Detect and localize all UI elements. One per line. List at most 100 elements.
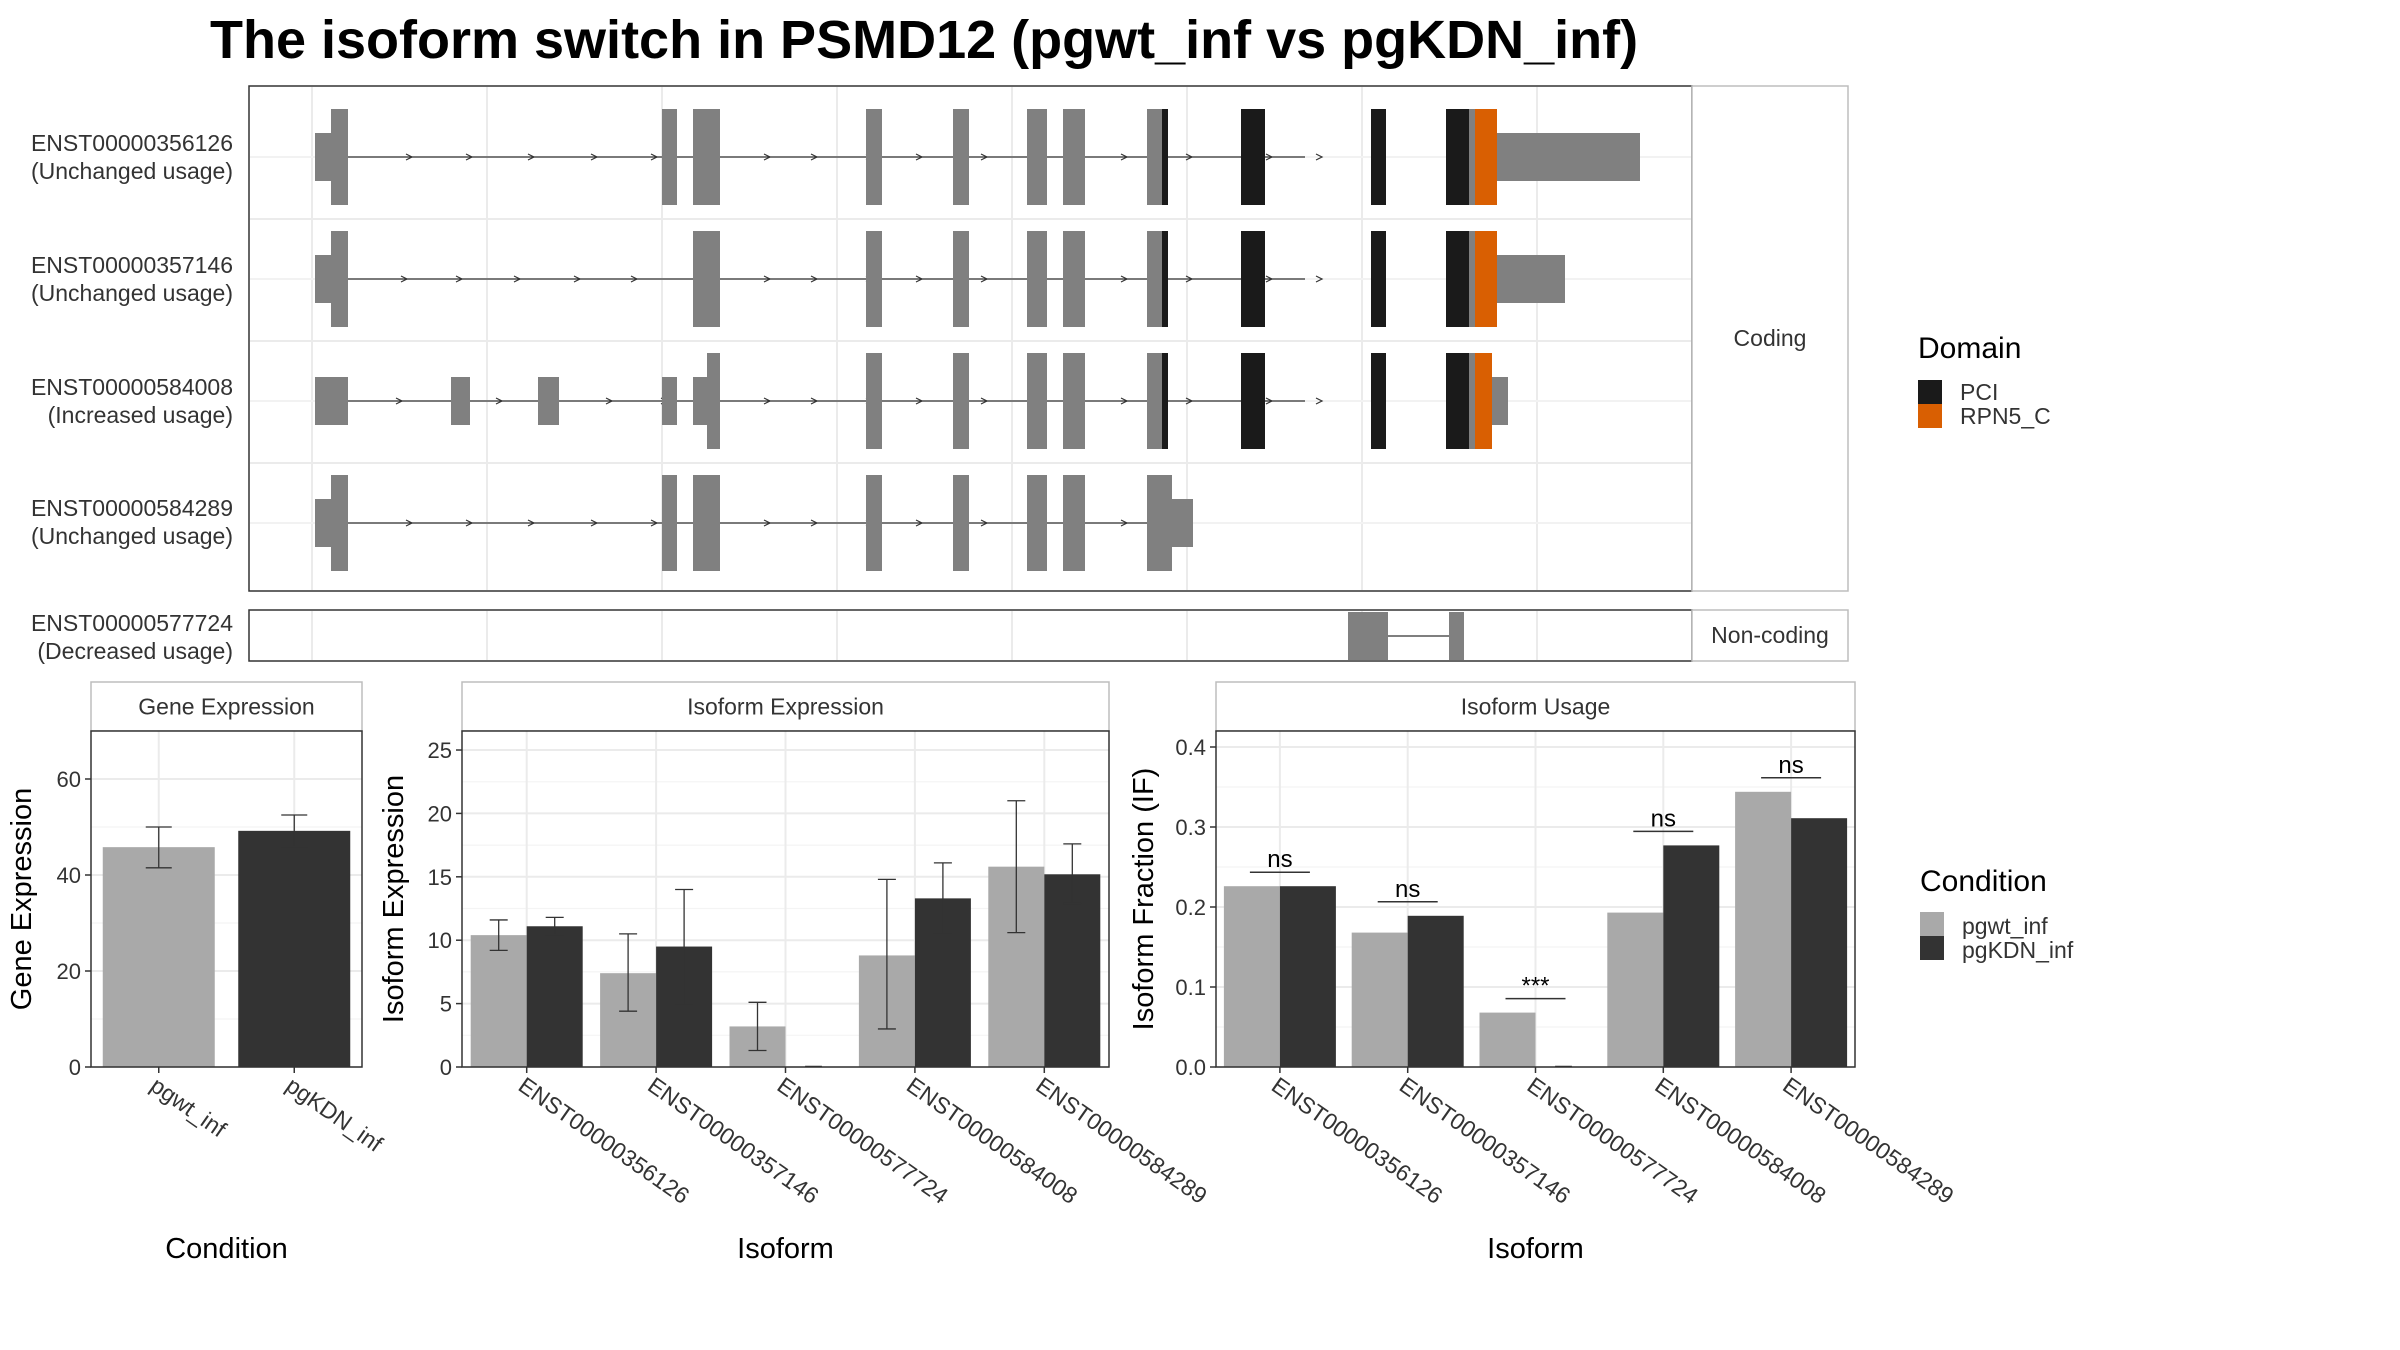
exon-block [662,475,677,571]
noncoding-strip-label: Non-coding [1711,622,1829,648]
bar-pgKDN_inf [1663,845,1720,1067]
y-tick-label: 5 [440,992,452,1017]
exon-block [1147,109,1162,205]
exon-block [1497,255,1565,303]
strand-arrow [465,519,474,527]
y-axis-title: Isoform Expression [378,775,410,1023]
strand-arrow [590,153,599,161]
rpn5c-domain-block [1475,353,1492,449]
strand-arrow [465,153,474,161]
pci-domain-block [1371,109,1386,205]
exon-block [1147,231,1162,327]
strand-arrow [915,275,924,283]
exon-block [953,109,969,205]
y-axis-title: Gene Expression [6,788,38,1010]
x-axis-title: Isoform [1487,1233,1584,1265]
x-tick-label: pgKDN_inf [281,1072,388,1157]
strand-arrow [590,519,599,527]
transcript-label-usage: (Decreased usage) [37,638,233,664]
transcript-label-id: ENST00000357146 [31,252,233,278]
bar-pgwt_inf [1351,932,1408,1067]
strand-arrow [1185,397,1194,405]
exon-block [707,353,720,449]
exon-block [1469,231,1475,327]
bar-pgKDN_inf [1791,818,1848,1067]
exon-block [1172,499,1193,547]
strand-arrow [573,275,582,283]
legend-label-pci: PCI [1960,379,1998,405]
y-tick-label: 0.2 [1175,895,1206,920]
y-tick-label: 60 [57,767,81,792]
exon-block [693,475,720,571]
exon-block [331,109,348,205]
y-tick-label: 15 [428,865,452,890]
exon-block [1063,109,1085,205]
strand-arrow [605,397,614,405]
transcript-label-usage: (Increased usage) [48,402,233,428]
y-tick-label: 20 [428,801,452,826]
strand-arrow [763,519,772,527]
significance-label: *** [1521,973,1549,1000]
y-tick-label: 40 [57,863,81,888]
transcript-label-id: ENST00000584289 [31,495,233,521]
significance-label: ns [1778,752,1803,779]
y-tick-label: 0.0 [1175,1055,1206,1080]
strand-arrow [395,397,404,405]
bar-pgwt_inf [1479,1012,1536,1067]
significance-label: ns [1651,805,1676,832]
strand-arrow [1120,397,1129,405]
strand-arrow [980,519,989,527]
strand-arrow [513,275,522,283]
exon-block [953,353,969,449]
panel-title: Gene Expression [138,694,314,720]
y-axis-title: Isoform Fraction (IF) [1128,768,1160,1031]
domain-legend: Domain PCI RPN5_C [1918,332,2051,429]
y-tick-label: 0.3 [1175,815,1206,840]
exon-block [866,231,882,327]
pci-domain-block [1446,109,1469,205]
pci-domain-block [1446,231,1469,327]
exon-block [662,109,677,205]
strand-arrow [980,153,989,161]
strand-arrow [1120,275,1129,283]
transcript-models [315,109,1640,660]
figure-title: The isoform switch in PSMD12 (pgwt_inf v… [210,10,1638,70]
condition-legend-title: Condition [1920,865,2047,898]
exon-block [1027,475,1047,571]
bar-pgKDN_inf [238,830,351,1067]
strand-arrow [1315,397,1324,405]
strand-arrow [1265,397,1274,405]
strand-arrow [980,275,989,283]
exon-block [866,353,882,449]
strand-arrow [527,153,536,161]
pci-domain-block [1241,109,1265,205]
pci-domain-block [1371,353,1386,449]
bar-pgKDN_inf [526,926,583,1067]
strand-arrow [763,153,772,161]
exon-block [866,475,882,571]
pci-domain-block [1371,231,1386,327]
strand-arrow [495,397,504,405]
y-tick-label: 25 [428,738,452,763]
noncoding-panel-border [248,609,1693,662]
exon-block [662,377,677,425]
exon-block [331,231,348,327]
strand-arrow [915,519,924,527]
strand-arrow [763,397,772,405]
bar-pgKDN_inf [1279,886,1336,1067]
panel-border [90,730,363,1068]
transcript-label-usage: (Unchanged usage) [31,158,233,184]
rpn5c-domain-block [1475,231,1497,327]
transcript-structure-panel: Coding Non-coding ENST00000356126 (Uncha… [31,85,1849,664]
strand-arrow [1185,275,1194,283]
strand-arrow [980,397,989,405]
rpn5c-domain-block [1475,109,1497,205]
strand-arrow [400,275,409,283]
strand-arrow [1265,275,1274,283]
exon-block [315,377,348,425]
panel-strip [90,681,363,732]
exon-block [315,499,331,547]
panel-title: Isoform Expression [687,694,884,720]
x-axis-title: Condition [165,1233,288,1265]
